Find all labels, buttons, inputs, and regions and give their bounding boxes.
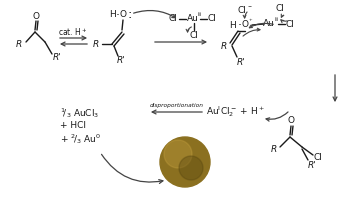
Text: O: O [288, 116, 295, 125]
Text: $^+$: $^+$ [248, 18, 254, 24]
Text: Cl: Cl [237, 6, 246, 15]
Text: H: H [230, 21, 236, 30]
Text: R': R' [237, 58, 245, 67]
Text: Au: Au [263, 18, 275, 28]
Text: Au: Au [187, 13, 199, 22]
Text: disproportionation: disproportionation [150, 103, 204, 107]
Text: O: O [33, 12, 39, 21]
Text: R': R' [308, 160, 316, 169]
Text: $^1\!/$$_3$ AuCl$_3$: $^1\!/$$_3$ AuCl$_3$ [60, 106, 99, 120]
Text: O: O [120, 9, 126, 18]
Text: + HCl: + HCl [60, 122, 86, 131]
Text: ·: · [250, 21, 254, 31]
Text: Cl: Cl [190, 31, 198, 40]
Text: $^-$: $^-$ [246, 4, 252, 10]
Text: Au$^{\rm I}$Cl$_2^-$ + H$^+$: Au$^{\rm I}$Cl$_2^-$ + H$^+$ [206, 105, 264, 119]
Text: R': R' [53, 52, 61, 61]
Circle shape [160, 137, 210, 187]
Text: iii: iii [275, 16, 279, 21]
Text: AuNPs: AuNPs [169, 158, 202, 166]
Text: O: O [241, 19, 248, 28]
Text: iii: iii [198, 12, 202, 16]
Circle shape [179, 156, 203, 180]
Text: Cl: Cl [285, 19, 294, 28]
Text: :: : [128, 7, 132, 21]
Text: Cl: Cl [208, 13, 217, 22]
Text: $+$ $^2\!/$$_3$ Au$^0$: $+$ $^2\!/$$_3$ Au$^0$ [60, 132, 101, 146]
Text: ·: · [253, 21, 257, 31]
Text: Cl: Cl [169, 13, 178, 22]
Text: H: H [109, 9, 115, 18]
Text: R: R [16, 40, 22, 49]
Text: R: R [93, 40, 99, 49]
Text: Cl: Cl [275, 3, 284, 12]
Text: R: R [221, 42, 227, 51]
Circle shape [164, 140, 192, 168]
Text: R: R [271, 146, 277, 155]
Text: Cl: Cl [313, 153, 322, 162]
Text: R': R' [117, 55, 125, 64]
Text: ·: · [116, 9, 120, 22]
Text: cat. H$^+$: cat. H$^+$ [58, 26, 88, 38]
Text: ·: · [238, 19, 242, 33]
